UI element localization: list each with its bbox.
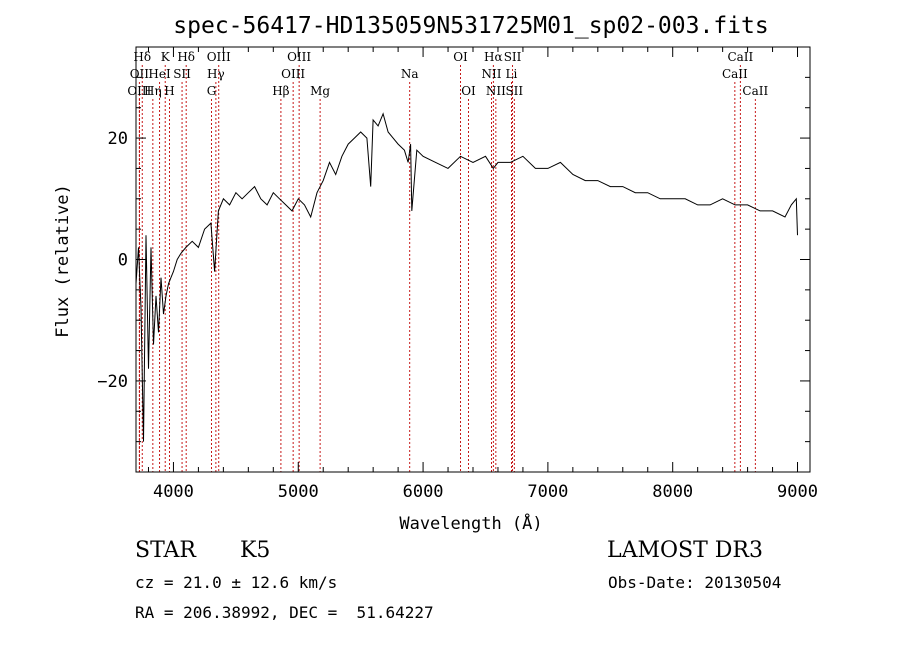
line-label: NII xyxy=(481,67,501,81)
line-label: SII xyxy=(505,84,523,98)
line-label: H xyxy=(164,84,174,98)
x-tick-label: 5000 xyxy=(278,482,319,502)
line-label: CaII xyxy=(742,84,768,98)
line-label: HeI xyxy=(148,67,171,81)
line-label: OIII xyxy=(207,50,231,64)
survey-name: LAMOST DR3 xyxy=(607,538,763,563)
series-group xyxy=(135,112,798,442)
line-label: OIII xyxy=(127,84,151,98)
y-tick-label: −20 xyxy=(97,372,128,392)
line-label: Hδ xyxy=(133,50,151,64)
line-label: SII xyxy=(504,50,522,64)
line-label: Hγ xyxy=(207,67,225,81)
axes: 4000 5000 6000 7000 8000 9000 −20 0 20 xyxy=(97,46,818,502)
x-tick-label: 6000 xyxy=(403,482,444,502)
line-identifications: Hδ OII OIII K HeI Hη H SII Hδ OIII Hγ G OIII OIII Hβ Mg… xyxy=(127,50,768,472)
x-axis-label: Wavelength (Å) xyxy=(399,512,542,534)
x-tick-label: 4000 xyxy=(153,482,194,502)
line-label: CaII xyxy=(722,67,748,81)
chart-title: spec-56417-HD135059N531725M01_sp02-003.f… xyxy=(173,13,768,39)
line-label: SII xyxy=(173,67,191,81)
line-label: OII xyxy=(130,67,150,81)
line-label: G xyxy=(207,84,217,98)
line-label: OI xyxy=(461,84,476,98)
coordinates: RA = 206.38992, DEC = 51.64227 xyxy=(135,603,434,622)
line-label: Hδ xyxy=(177,50,195,64)
line-label: NII xyxy=(486,84,506,98)
line-label: Hη xyxy=(144,84,162,98)
line-label: Hα xyxy=(484,50,503,64)
line-label: Li xyxy=(506,67,518,81)
x-tick-label: 7000 xyxy=(527,482,568,502)
line-label: OIII xyxy=(281,67,305,81)
y-tick-label: 0 xyxy=(118,251,128,271)
plot-frame xyxy=(135,46,811,473)
x-tick-label: 8000 xyxy=(652,482,693,502)
y-axis-label: Flux (relative) xyxy=(53,184,73,338)
line-label: CaII xyxy=(727,50,753,64)
line-label: Hβ xyxy=(272,84,289,98)
obs-date: Obs-Date: 20130504 xyxy=(608,573,782,592)
line-label: K xyxy=(161,50,171,64)
object-class: STAR xyxy=(135,538,196,563)
line-label: OI xyxy=(453,50,468,64)
line-label: OIII xyxy=(287,50,311,64)
redshift-text: cz = 21.0 ± 12.6 km/s xyxy=(135,573,338,592)
y-tick-label: 20 xyxy=(108,129,128,149)
line-label: Mg xyxy=(310,84,330,98)
x-tick-label: 9000 xyxy=(777,482,818,502)
line-label: Na xyxy=(401,67,419,81)
object-subclass: K5 xyxy=(240,538,271,563)
spectrum-line xyxy=(135,112,798,442)
